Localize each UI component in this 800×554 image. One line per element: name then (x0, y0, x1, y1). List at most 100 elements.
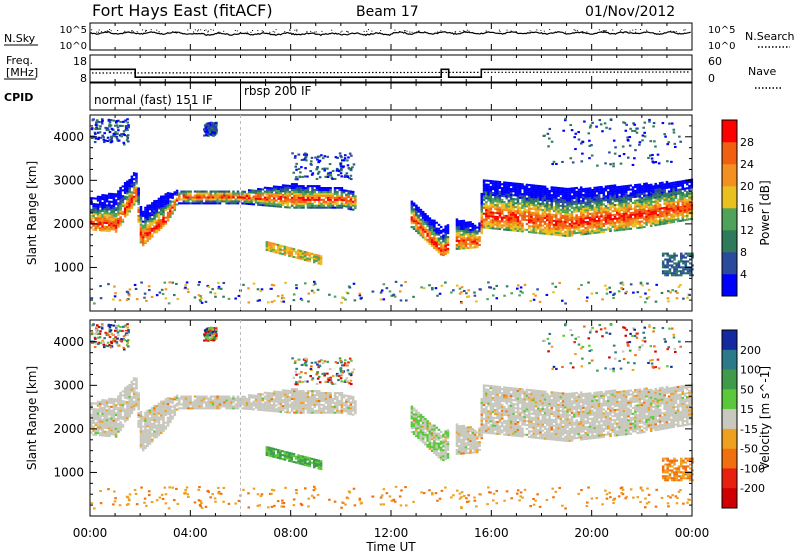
power-echo-cell (94, 211, 98, 214)
noise-search-dot (218, 31, 220, 33)
power-echo-cell (521, 224, 524, 227)
power-echo-cell (652, 185, 655, 188)
power-echo-cell (250, 197, 253, 200)
power-echo-cell (230, 202, 233, 205)
power-echo-cell (324, 202, 328, 205)
power-echo-cell (428, 236, 432, 239)
power-echo-cell (175, 191, 179, 194)
power-echo-cell (351, 190, 355, 193)
power-echo-cell (575, 190, 578, 193)
power-echo-cell (90, 297, 94, 300)
power-echo-cell (683, 203, 687, 206)
power-echo-cell (537, 224, 540, 227)
power-echo-cell (658, 221, 662, 224)
power-echo-cell (561, 216, 565, 219)
power-echo-cell (609, 220, 612, 223)
power-echo-cell (421, 218, 425, 221)
power-echo-cell (552, 196, 556, 199)
power-echo-cell (412, 208, 416, 211)
power-echo-cell (437, 251, 441, 254)
power-echo-cell (304, 258, 307, 261)
power-echo-cell (252, 282, 256, 285)
power-echo-cell (166, 219, 170, 222)
power-echo-cell (689, 252, 692, 255)
velocity-echo-cell (108, 431, 111, 434)
power-echo-cell (103, 206, 107, 209)
nave-trace (91, 71, 691, 74)
power-echo-cell (94, 219, 98, 222)
power-echo-cell (137, 214, 140, 217)
power-echo-cell (110, 200, 113, 203)
power-echo-cell (636, 219, 639, 222)
power-echo-cell (584, 207, 587, 210)
power-echo-cell (568, 201, 572, 204)
noise-search-dot (131, 30, 133, 32)
power-echo-cell (559, 197, 563, 200)
power-echo-cell (113, 285, 116, 288)
power-echo-cell (519, 290, 523, 293)
power-echo-cell (478, 230, 481, 233)
power-echo-cell (324, 191, 328, 194)
power-echo-cell (304, 189, 308, 192)
power-echo-cell (570, 230, 574, 233)
power-echo-cell (126, 291, 130, 294)
power-echo-cell (575, 204, 578, 207)
power-echo-cell (667, 206, 671, 209)
power-echo-cell (529, 300, 532, 303)
power-echo-cell (297, 204, 301, 207)
velocity-echo-cell (128, 397, 131, 400)
power-echo-cell (266, 202, 269, 205)
power-echo-cell (317, 260, 321, 263)
power-echo-cell (137, 201, 140, 204)
power-echo-cell (686, 212, 689, 215)
power-echo-cell (602, 195, 606, 198)
power-echo-cell (324, 189, 328, 192)
power-echo-cell (518, 230, 522, 233)
power-echo-cell (480, 210, 484, 213)
power-echo-cell (661, 122, 665, 125)
power-echo-cell (634, 149, 637, 152)
power-echo-cell (552, 213, 556, 216)
power-echo-cell (670, 182, 673, 185)
power-echo-cell (557, 230, 560, 233)
power-echo-cell (130, 193, 134, 196)
power-echo-cell (494, 215, 497, 218)
power-echo-cell (95, 126, 98, 129)
power-echo-cell (638, 207, 642, 210)
power-echo-cell (521, 212, 524, 215)
power-echo-cell (625, 196, 628, 199)
power-echo-cell (550, 194, 554, 197)
power-echo-cell (634, 211, 637, 214)
power-echo-cell (602, 197, 606, 200)
power-echo-cell (257, 203, 260, 206)
power-echo-cell (324, 206, 328, 209)
noise-search-dot (131, 30, 133, 31)
power-echo-cell (329, 200, 332, 203)
power-echo-cell (568, 219, 572, 222)
power-echo-cell (672, 205, 675, 208)
power-echo-cell (507, 215, 511, 218)
power-echo-cell (496, 196, 499, 199)
power-echo-cell (135, 186, 138, 189)
noise-search-dot (440, 30, 442, 32)
power-echo-cell (588, 226, 592, 229)
power-echo-cell (618, 199, 621, 202)
power-echo-cell (588, 206, 592, 209)
power-echo-cell (550, 219, 554, 222)
power-echo-cell (665, 210, 669, 213)
power-echo-cell (428, 233, 432, 236)
power-echo-cell (551, 163, 554, 166)
power-echo-cell (516, 184, 520, 187)
power-echo-cell (652, 193, 655, 196)
power-echo-cell (640, 226, 644, 229)
power-echo-cell (480, 226, 484, 229)
power-echo-cell (105, 214, 109, 217)
power-echo-cell (611, 225, 615, 228)
power-echo-cell (688, 194, 691, 197)
power-echo-cell (636, 193, 639, 196)
power-echo-cell (117, 223, 120, 226)
power-echo-cell (588, 204, 592, 207)
power-echo-cell (319, 257, 323, 260)
power-echo-cell (288, 200, 292, 203)
velocity-echo-cell (121, 415, 125, 418)
